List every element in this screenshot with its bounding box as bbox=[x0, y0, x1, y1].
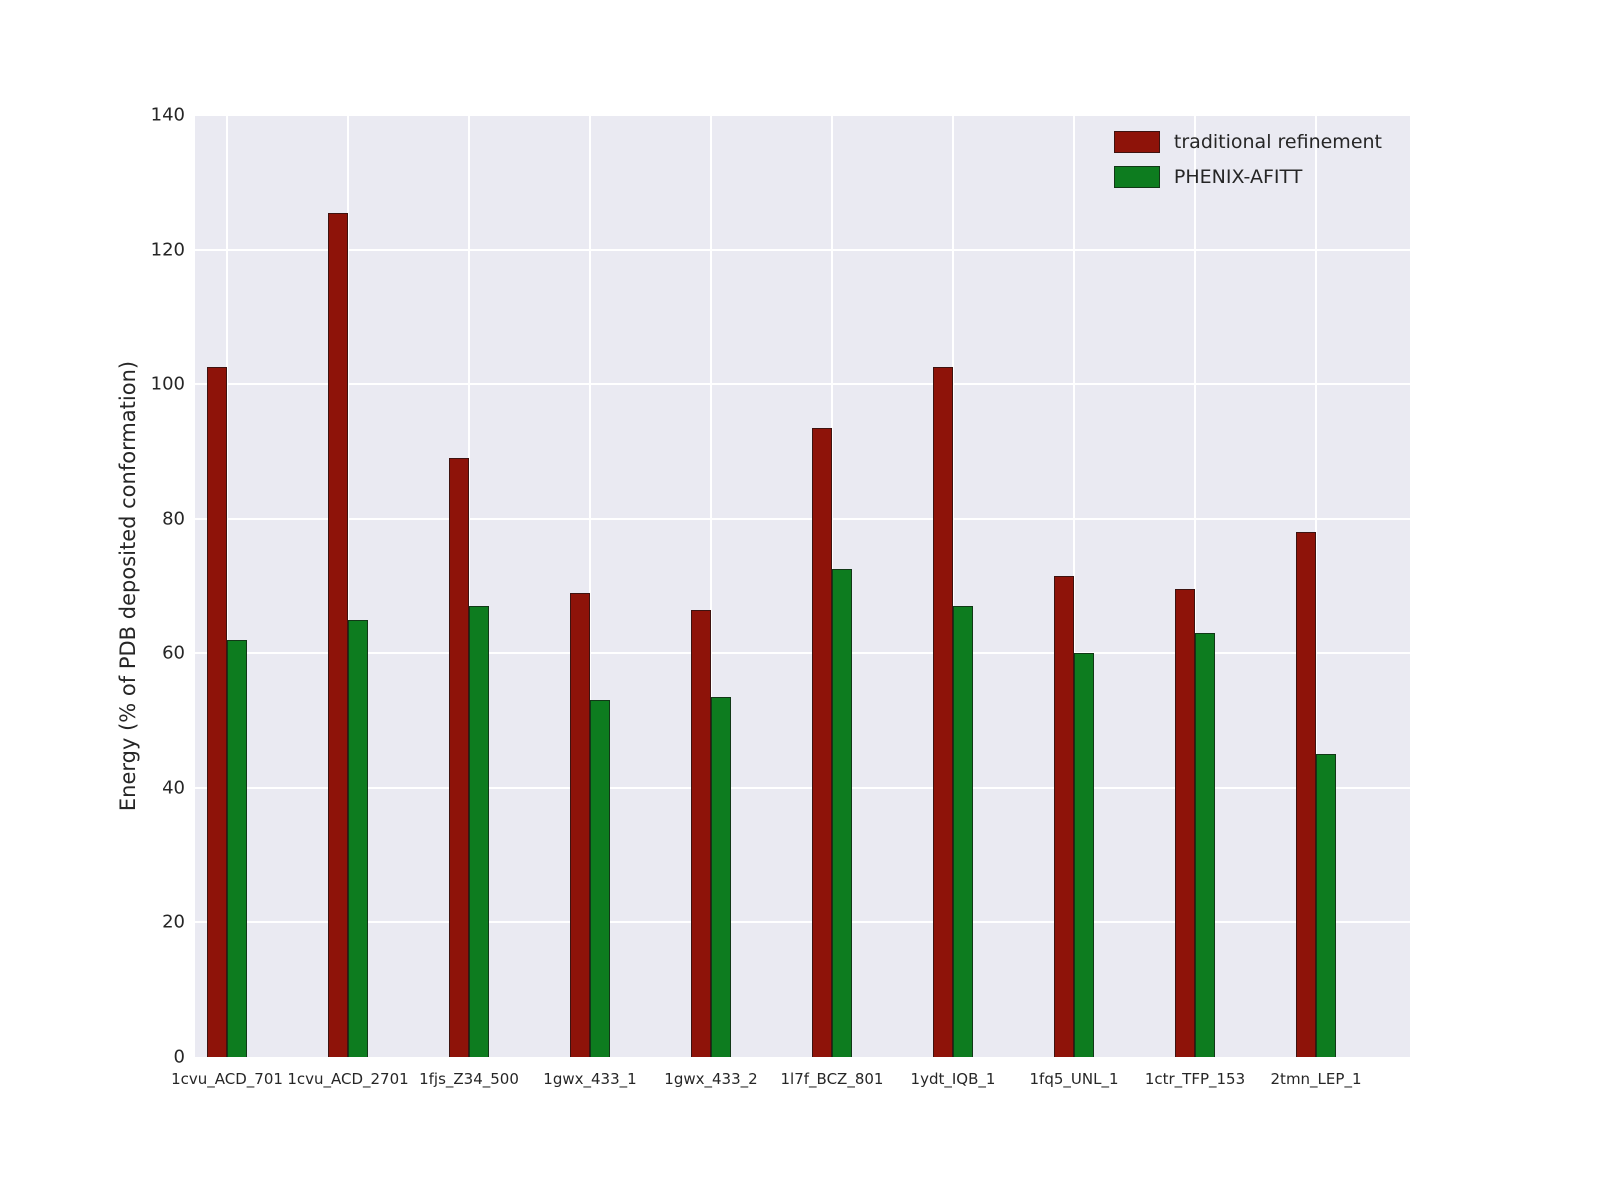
grid-line-h bbox=[195, 921, 1410, 924]
y-tick-label: 80 bbox=[162, 508, 185, 530]
grid-line-h bbox=[195, 114, 1410, 116]
bar-afitt bbox=[832, 569, 852, 1057]
x-tick-label: 2tmn_LEP_1 bbox=[1270, 1070, 1362, 1088]
legend-swatch bbox=[1113, 131, 1160, 153]
grid-line-h bbox=[195, 786, 1410, 789]
grid-line-h bbox=[195, 248, 1410, 251]
legend-label: traditional refinement bbox=[1173, 131, 1382, 153]
grid-line-h bbox=[195, 383, 1410, 386]
x-tick-label: 1gwx_433_1 bbox=[543, 1070, 637, 1088]
legend-label: PHENIX-AFITT bbox=[1173, 166, 1303, 188]
y-tick-label: 60 bbox=[162, 642, 185, 664]
x-tick-label: 1ydt_IQB_1 bbox=[910, 1070, 996, 1088]
y-axis-label: Energy (% of PDB deposited conformation) bbox=[116, 360, 140, 812]
bar-traditional bbox=[570, 592, 590, 1057]
bar-afitt bbox=[348, 619, 368, 1057]
plot-area: traditional refinement PHENIX-AFITT bbox=[195, 114, 1410, 1057]
x-tick-label: 1gwx_433_2 bbox=[664, 1070, 758, 1088]
bar-traditional bbox=[1175, 589, 1195, 1057]
legend: traditional refinement PHENIX-AFITT bbox=[1113, 131, 1382, 188]
bar-traditional bbox=[933, 367, 953, 1057]
bar-traditional bbox=[207, 367, 227, 1057]
bar-traditional bbox=[691, 609, 711, 1057]
bar-traditional bbox=[449, 458, 469, 1057]
bar-afitt bbox=[953, 606, 973, 1057]
grid-line-v bbox=[468, 115, 470, 1057]
x-tick-label: 1l7f_BCZ_801 bbox=[780, 1070, 884, 1088]
grid-line-v bbox=[347, 115, 349, 1057]
legend-item: traditional refinement bbox=[1113, 131, 1382, 153]
grid-line-v bbox=[226, 115, 228, 1057]
bar-afitt bbox=[1195, 633, 1215, 1057]
y-tick-label: 40 bbox=[162, 777, 185, 799]
bar-afitt bbox=[1074, 653, 1094, 1057]
grid-line-v bbox=[1315, 115, 1317, 1057]
bar-afitt bbox=[590, 700, 610, 1057]
bar-traditional bbox=[812, 427, 832, 1057]
bar-traditional bbox=[1054, 575, 1074, 1057]
y-tick-label: 0 bbox=[173, 1046, 185, 1068]
legend-swatch bbox=[1113, 166, 1160, 188]
bar-afitt bbox=[469, 606, 489, 1057]
bar-afitt bbox=[711, 697, 731, 1057]
grid-line-v bbox=[1194, 115, 1196, 1057]
grid-line-v bbox=[710, 115, 712, 1057]
x-tick-label: 1fjs_Z34_500 bbox=[419, 1070, 519, 1088]
bar-traditional bbox=[1296, 532, 1316, 1057]
grid-line-v bbox=[952, 115, 954, 1057]
y-tick-label: 140 bbox=[150, 104, 185, 126]
x-tick-label: 1ctr_TFP_153 bbox=[1144, 1070, 1246, 1088]
grid-line-v bbox=[1073, 115, 1075, 1057]
y-tick-label: 20 bbox=[162, 911, 185, 933]
y-tick-label: 100 bbox=[150, 373, 185, 395]
bar-afitt bbox=[1316, 754, 1336, 1057]
bar-traditional bbox=[328, 212, 348, 1057]
y-tick-label: 120 bbox=[150, 239, 185, 261]
bar-afitt bbox=[227, 639, 247, 1057]
legend-item: PHENIX-AFITT bbox=[1113, 166, 1382, 188]
grid-line-v bbox=[589, 115, 591, 1057]
grid-line-h bbox=[195, 652, 1410, 655]
grid-line-h bbox=[195, 517, 1410, 520]
x-tick-label: 1fq5_UNL_1 bbox=[1029, 1070, 1119, 1088]
x-tick-label: 1cvu_ACD_701 bbox=[171, 1070, 283, 1088]
x-tick-label: 1cvu_ACD_2701 bbox=[287, 1070, 409, 1088]
